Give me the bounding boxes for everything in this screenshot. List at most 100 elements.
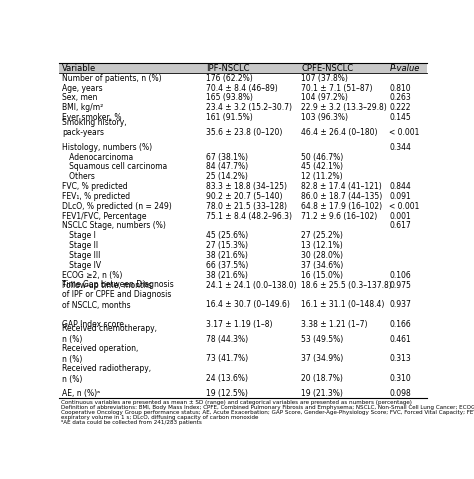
- Text: 24.1 ± 24.1 (0.0–138.0): 24.1 ± 24.1 (0.0–138.0): [206, 281, 296, 289]
- Text: Adenocarcinoma: Adenocarcinoma: [62, 152, 133, 161]
- Text: Received radiotherapy,
n (%): Received radiotherapy, n (%): [62, 364, 151, 384]
- Text: Follow-up time, months: Follow-up time, months: [62, 281, 152, 289]
- Text: 82.8 ± 17.4 (41–121): 82.8 ± 17.4 (41–121): [301, 182, 382, 191]
- Text: AE, n (%)ᵃ: AE, n (%)ᵃ: [62, 389, 100, 398]
- Text: Smoking history,
pack-years: Smoking history, pack-years: [62, 118, 127, 137]
- Text: 37 (34.9%): 37 (34.9%): [301, 354, 344, 364]
- Text: 30 (28.0%): 30 (28.0%): [301, 251, 343, 260]
- Text: 78 (44.3%): 78 (44.3%): [206, 335, 248, 344]
- Text: Stage II: Stage II: [62, 241, 98, 250]
- Text: 0.844: 0.844: [390, 182, 411, 191]
- Text: BMI, kg/m²: BMI, kg/m²: [62, 103, 103, 112]
- Text: 12 (11.2%): 12 (11.2%): [301, 172, 343, 181]
- Text: Stage IV: Stage IV: [62, 261, 101, 270]
- Text: Others: Others: [62, 172, 95, 181]
- Text: 165 (93.8%): 165 (93.8%): [206, 93, 253, 103]
- Text: 0.310: 0.310: [390, 374, 411, 383]
- Text: 67 (38.1%): 67 (38.1%): [206, 152, 248, 161]
- Text: 13 (12.1%): 13 (12.1%): [301, 241, 343, 250]
- Text: DLᴄO, % predicted (n = 249): DLᴄO, % predicted (n = 249): [62, 202, 172, 211]
- Text: ᵃAE data could be collected from 241/283 patients: ᵃAE data could be collected from 241/283…: [61, 420, 201, 425]
- Text: 16.4 ± 30.7 (0–149.6): 16.4 ± 30.7 (0–149.6): [206, 300, 290, 309]
- Text: 0.091: 0.091: [390, 192, 411, 201]
- Text: 35.6 ± 23.8 (0–120): 35.6 ± 23.8 (0–120): [206, 128, 282, 137]
- Text: 0.975: 0.975: [390, 281, 411, 289]
- Text: 0.222: 0.222: [390, 103, 411, 112]
- Text: CPFE-NSCLC: CPFE-NSCLC: [301, 64, 354, 73]
- Text: 0.461: 0.461: [390, 335, 411, 344]
- Text: 50 (46.7%): 50 (46.7%): [301, 152, 344, 161]
- Text: 53 (49.5%): 53 (49.5%): [301, 335, 344, 344]
- Text: Cooperative Oncology Group performance status; AE, Acute Exacerbation; GAP Score: Cooperative Oncology Group performance s…: [61, 410, 474, 415]
- Text: Continuous variables are presented as mean ± SD (range) and categorical variable: Continuous variables are presented as me…: [61, 400, 411, 406]
- Text: 19 (21.3%): 19 (21.3%): [301, 389, 343, 398]
- Text: 161 (91.5%): 161 (91.5%): [206, 113, 253, 122]
- Text: 0.001: 0.001: [390, 212, 411, 221]
- Text: IPF-NSCLC: IPF-NSCLC: [206, 64, 249, 73]
- Text: 23.4 ± 3.2 (15.2–30.7): 23.4 ± 3.2 (15.2–30.7): [206, 103, 292, 112]
- Text: 27 (25.2%): 27 (25.2%): [301, 231, 343, 240]
- Text: 19 (12.5%): 19 (12.5%): [206, 389, 248, 398]
- Text: GAP Index score: GAP Index score: [62, 320, 124, 329]
- Bar: [59, 63, 427, 73]
- Text: FEV1/FVC, Percentage: FEV1/FVC, Percentage: [62, 212, 146, 221]
- Text: 90.2 ± 20.7 (5–140): 90.2 ± 20.7 (5–140): [206, 192, 283, 201]
- Text: < 0.001: < 0.001: [390, 202, 420, 211]
- Text: FVC, % predicted: FVC, % predicted: [62, 182, 128, 191]
- Text: 71.2 ± 9.6 (16–102): 71.2 ± 9.6 (16–102): [301, 212, 378, 221]
- Text: 0.098: 0.098: [390, 389, 411, 398]
- Text: Sex, men: Sex, men: [62, 93, 97, 103]
- Text: 0.617: 0.617: [390, 221, 411, 230]
- Text: 78.0 ± 21.5 (33–128): 78.0 ± 21.5 (33–128): [206, 202, 287, 211]
- Text: Time Gap between Diagnosis
of IPF or CPFE and Diagnosis
of NSCLC, months: Time Gap between Diagnosis of IPF or CPF…: [62, 280, 173, 310]
- Text: 22.9 ± 3.2 (13.3–29.8): 22.9 ± 3.2 (13.3–29.8): [301, 103, 387, 112]
- Text: 0.937: 0.937: [390, 300, 411, 309]
- Text: Definition of abbreviations: BMI, Body Mass Index; CPFE, Combined Pulmonary Fibr: Definition of abbreviations: BMI, Body M…: [61, 405, 474, 411]
- Text: 38 (21.6%): 38 (21.6%): [206, 271, 248, 280]
- Text: 103 (96.3%): 103 (96.3%): [301, 113, 348, 122]
- Text: 45 (42.1%): 45 (42.1%): [301, 162, 343, 171]
- Text: 24 (13.6%): 24 (13.6%): [206, 374, 248, 383]
- Text: Stage I: Stage I: [62, 231, 96, 240]
- Text: 27 (15.3%): 27 (15.3%): [206, 241, 248, 250]
- Text: 0.344: 0.344: [390, 143, 411, 152]
- Text: 0.810: 0.810: [390, 84, 411, 92]
- Text: 3.38 ± 1.21 (1–7): 3.38 ± 1.21 (1–7): [301, 320, 368, 329]
- Text: Variable: Variable: [62, 64, 96, 73]
- Text: P-value: P-value: [390, 64, 420, 73]
- Text: Number of patients, n (%): Number of patients, n (%): [62, 74, 162, 83]
- Text: 66 (37.5%): 66 (37.5%): [206, 261, 248, 270]
- Text: 20 (18.7%): 20 (18.7%): [301, 374, 343, 383]
- Text: 75.1 ± 8.4 (48.2–96.3): 75.1 ± 8.4 (48.2–96.3): [206, 212, 292, 221]
- Text: NSCLC Stage, numbers (%): NSCLC Stage, numbers (%): [62, 221, 166, 230]
- Text: 0.313: 0.313: [390, 354, 411, 364]
- Text: FEV₁, % predicted: FEV₁, % predicted: [62, 192, 130, 201]
- Text: 18.6 ± 25.5 (0.3–137.8): 18.6 ± 25.5 (0.3–137.8): [301, 281, 392, 289]
- Text: 86.0 ± 18.7 (44–135): 86.0 ± 18.7 (44–135): [301, 192, 383, 201]
- Text: Age, years: Age, years: [62, 84, 102, 92]
- Text: Received chemotherapy,
n (%): Received chemotherapy, n (%): [62, 324, 157, 344]
- Text: 16.1 ± 31.1 (0–148.4): 16.1 ± 31.1 (0–148.4): [301, 300, 385, 309]
- Text: 45 (25.6%): 45 (25.6%): [206, 231, 248, 240]
- Text: 37 (34.6%): 37 (34.6%): [301, 261, 344, 270]
- Text: 70.1 ± 7.1 (51–87): 70.1 ± 7.1 (51–87): [301, 84, 373, 92]
- Text: 176 (62.2%): 176 (62.2%): [206, 74, 253, 83]
- Text: Stage III: Stage III: [62, 251, 100, 260]
- Text: < 0.001: < 0.001: [390, 128, 420, 137]
- Text: Squamous cell carcinoma: Squamous cell carcinoma: [62, 162, 167, 171]
- Text: 0.145: 0.145: [390, 113, 411, 122]
- Text: 73 (41.7%): 73 (41.7%): [206, 354, 248, 364]
- Text: 16 (15.0%): 16 (15.0%): [301, 271, 343, 280]
- Text: 107 (37.8%): 107 (37.8%): [301, 74, 348, 83]
- Text: 25 (14.2%): 25 (14.2%): [206, 172, 248, 181]
- Text: 70.4 ± 8.4 (46–89): 70.4 ± 8.4 (46–89): [206, 84, 278, 92]
- Text: Received operation,
n (%): Received operation, n (%): [62, 344, 138, 364]
- Text: 84 (47.7%): 84 (47.7%): [206, 162, 248, 171]
- Text: 0.106: 0.106: [390, 271, 411, 280]
- Text: 83.3 ± 18.8 (34–125): 83.3 ± 18.8 (34–125): [206, 182, 287, 191]
- Text: ECOG ≥2, n (%): ECOG ≥2, n (%): [62, 271, 122, 280]
- Text: expiratory volume in 1 s; DLᴄO, diffusing capacity of carbon monoxide: expiratory volume in 1 s; DLᴄO, diffusin…: [61, 415, 258, 420]
- Text: 38 (21.6%): 38 (21.6%): [206, 251, 248, 260]
- Text: 104 (97.2%): 104 (97.2%): [301, 93, 348, 103]
- Text: 0.263: 0.263: [390, 93, 411, 103]
